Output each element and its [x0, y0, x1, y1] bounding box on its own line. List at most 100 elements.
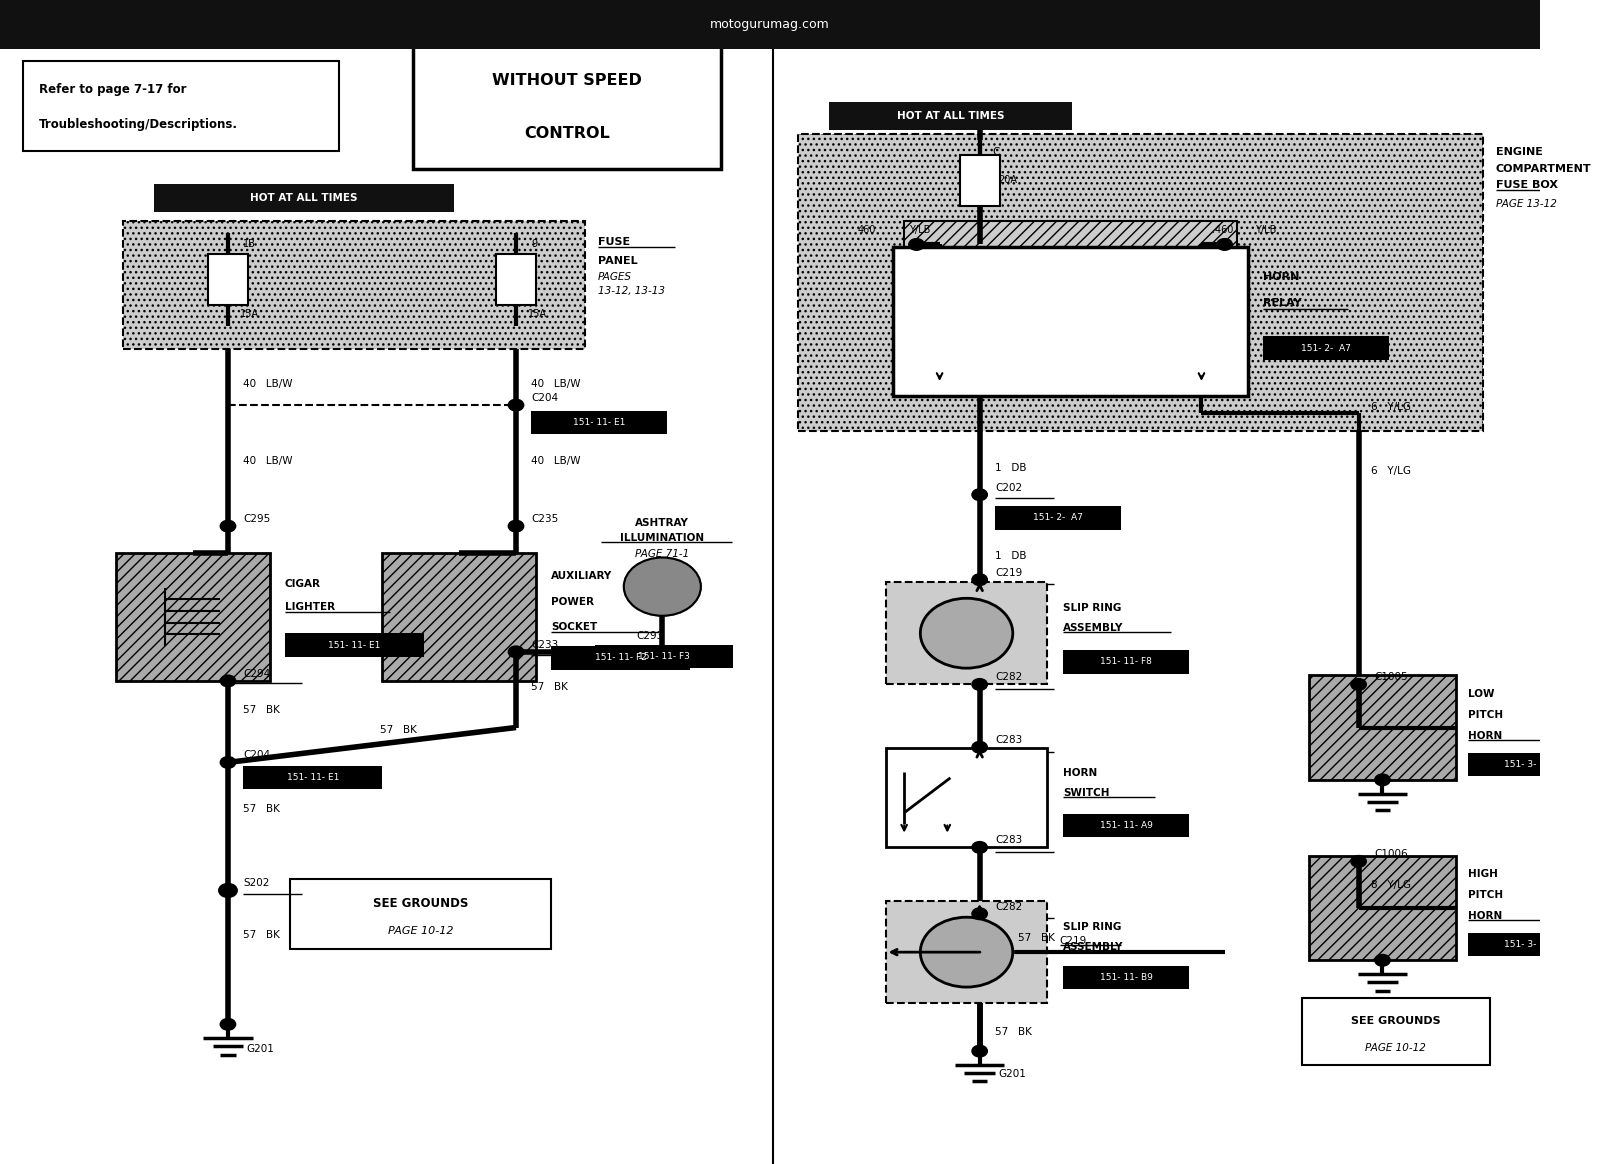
Circle shape — [1350, 856, 1366, 867]
Text: PAGE 10-12: PAGE 10-12 — [387, 927, 453, 936]
Circle shape — [509, 399, 523, 411]
Circle shape — [1218, 239, 1232, 250]
Text: C233: C233 — [531, 640, 558, 650]
Text: ASHTRAY: ASHTRAY — [635, 518, 690, 527]
Text: HIGH: HIGH — [1467, 870, 1498, 879]
Text: PANEL: PANEL — [598, 256, 637, 265]
Text: 57   BK: 57 BK — [1018, 934, 1054, 943]
Text: C235: C235 — [531, 514, 558, 524]
Text: C282: C282 — [995, 902, 1022, 911]
Circle shape — [1374, 954, 1390, 966]
Text: 13-12, 13-13: 13-12, 13-13 — [598, 286, 664, 296]
Text: C295: C295 — [243, 514, 270, 524]
Text: PAGES: PAGES — [598, 272, 632, 282]
Text: ASSEMBLY: ASSEMBLY — [1062, 623, 1123, 633]
Text: 57   BK: 57 BK — [531, 682, 568, 691]
Text: 9: 9 — [531, 240, 538, 249]
Text: PAGE 13-12: PAGE 13-12 — [1496, 199, 1557, 208]
Text: 57   BK: 57 BK — [243, 705, 280, 715]
Circle shape — [221, 675, 235, 687]
Bar — [115, 553, 269, 681]
Text: 15A: 15A — [240, 310, 259, 319]
Text: FUSE: FUSE — [598, 237, 630, 247]
Text: 151- 11- F8: 151- 11- F8 — [1101, 658, 1152, 667]
Text: 1B: 1B — [243, 240, 256, 249]
Bar — [1062, 966, 1189, 989]
Text: WITHOUT SPEED: WITHOUT SPEED — [491, 73, 642, 88]
Text: C283: C283 — [995, 736, 1022, 745]
Text: C204: C204 — [243, 751, 270, 760]
Circle shape — [971, 574, 987, 585]
Text: HORN: HORN — [1262, 271, 1299, 282]
Text: Refer to page 7-17 for: Refer to page 7-17 for — [38, 83, 186, 97]
Bar — [22, 61, 339, 151]
Text: 8   Y/LG: 8 Y/LG — [1371, 880, 1411, 889]
Circle shape — [909, 239, 925, 250]
Text: 1   DB: 1 DB — [995, 552, 1027, 561]
Text: SWITCH: SWITCH — [1062, 788, 1109, 799]
Text: HOT AT ALL TIMES: HOT AT ALL TIMES — [251, 193, 358, 203]
Bar — [123, 221, 586, 349]
Text: Y/LB: Y/LB — [1256, 226, 1277, 235]
Bar — [960, 155, 1000, 206]
Text: HOT AT ALL TIMES: HOT AT ALL TIMES — [896, 112, 1005, 121]
Text: 40   LB/W: 40 LB/W — [531, 379, 581, 389]
Text: C282: C282 — [995, 673, 1022, 682]
Text: 151- 3-  D1: 151- 3- D1 — [1504, 760, 1555, 768]
Circle shape — [1374, 774, 1390, 786]
Bar — [531, 411, 667, 434]
Bar — [995, 506, 1122, 530]
Bar — [829, 102, 1072, 130]
Text: 6   Y/LG: 6 Y/LG — [1371, 403, 1411, 412]
Text: C219: C219 — [1059, 936, 1086, 945]
Text: 151- 11- E1: 151- 11- E1 — [573, 418, 626, 427]
Bar — [798, 134, 1483, 431]
Text: LOW: LOW — [1467, 689, 1494, 698]
Circle shape — [920, 917, 1013, 987]
Text: G201: G201 — [998, 1070, 1026, 1079]
Bar — [886, 748, 1048, 847]
Text: SOCKET: SOCKET — [552, 623, 598, 632]
Circle shape — [624, 558, 701, 616]
Bar — [886, 901, 1048, 1003]
Circle shape — [509, 520, 523, 532]
Text: motogurumag.com: motogurumag.com — [710, 17, 830, 31]
Text: C202: C202 — [995, 483, 1022, 492]
Bar — [1062, 814, 1189, 837]
Text: 151- 11- E1: 151- 11- E1 — [286, 773, 339, 782]
Bar — [1467, 752, 1590, 775]
Text: PAGE 71-1: PAGE 71-1 — [635, 549, 690, 559]
Text: 151- 11- B9: 151- 11- B9 — [1099, 973, 1152, 982]
Bar — [552, 646, 690, 669]
Text: SLIP RING: SLIP RING — [1062, 922, 1122, 931]
Circle shape — [971, 489, 987, 501]
Text: RELAY: RELAY — [1262, 298, 1302, 308]
Bar — [1309, 675, 1456, 780]
Text: 57   BK: 57 BK — [243, 804, 280, 814]
Text: 151- 2-  A7: 151- 2- A7 — [1034, 513, 1083, 523]
Text: C293: C293 — [637, 631, 664, 640]
Text: CONTROL: CONTROL — [523, 126, 610, 141]
Text: SLIP RING: SLIP RING — [1062, 603, 1122, 612]
Text: 151- 3-  D1: 151- 3- D1 — [1504, 941, 1555, 949]
Text: 151- 11- F2: 151- 11- F2 — [595, 653, 646, 662]
Text: 15A: 15A — [528, 310, 547, 319]
Text: HORN: HORN — [1062, 768, 1098, 779]
Bar — [1467, 934, 1590, 957]
Bar — [496, 254, 536, 305]
Text: HORN: HORN — [1467, 911, 1502, 921]
Text: LIGHTER: LIGHTER — [285, 602, 334, 611]
Circle shape — [219, 883, 237, 897]
Bar — [1062, 651, 1189, 674]
Circle shape — [1350, 679, 1366, 690]
Bar — [893, 247, 1248, 396]
Bar — [243, 766, 382, 789]
Circle shape — [221, 520, 235, 532]
Circle shape — [971, 741, 987, 753]
Circle shape — [971, 842, 987, 853]
Text: ENGINE: ENGINE — [1496, 148, 1542, 157]
Text: 57   BK: 57 BK — [243, 930, 280, 939]
Bar — [285, 633, 424, 656]
Circle shape — [221, 1018, 235, 1030]
Bar — [886, 582, 1048, 684]
